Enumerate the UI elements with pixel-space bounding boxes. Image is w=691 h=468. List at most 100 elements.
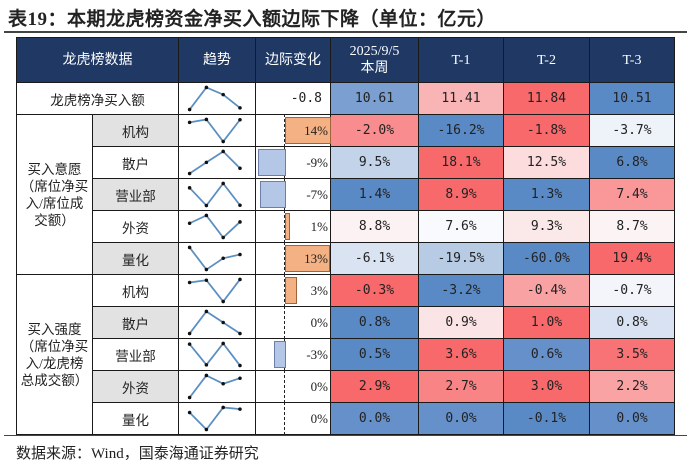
row-label: 机构 — [92, 274, 179, 307]
margin-cell: 0% — [255, 306, 331, 339]
sparkline-line — [188, 86, 241, 111]
margin-value: 14% — [304, 123, 328, 138]
zero-line — [284, 402, 285, 435]
sparkline-point — [238, 166, 242, 171]
sparkline-line — [188, 310, 241, 335]
sparkline-point — [204, 363, 209, 367]
trend-cell — [178, 274, 256, 307]
sparkline-point — [238, 363, 242, 368]
sparkline-point — [187, 342, 192, 346]
margin-value: 0% — [310, 315, 328, 330]
sparkline-chart — [187, 213, 242, 240]
sparkline-line — [188, 374, 241, 399]
margin-bar-positive — [285, 277, 297, 304]
value-cell: 0.9% — [418, 306, 504, 339]
value-cell: -1.8% — [503, 114, 590, 147]
sparkline-chart — [187, 149, 242, 176]
value-cell: 7.6% — [418, 210, 504, 243]
sparkline-point — [187, 395, 192, 400]
row-label: 营业部 — [92, 338, 179, 371]
value-cell: -0.1% — [503, 402, 590, 435]
header-data: 龙虎榜数据 — [16, 37, 179, 83]
margin-cell: -9% — [255, 146, 331, 179]
sparkline-point — [238, 252, 242, 257]
margin-cell: 1% — [255, 210, 331, 243]
zero-line — [284, 306, 285, 339]
table-row: 散户 0% 0.8% 0.9% 1.0% 0.8% — [17, 306, 675, 339]
header-current: 2025/9/5 本周 — [330, 37, 419, 83]
trend-cell — [178, 178, 256, 211]
sparkline-point — [221, 92, 225, 97]
sparkline-point — [221, 235, 225, 240]
row-label: 外资 — [92, 370, 179, 403]
table-row: 买入强度（席位净买入/龙虎榜总成交额） 机构 3% -0.3% -3.2% -0.4%… — [16, 274, 675, 435]
trend-cell — [178, 210, 256, 243]
margin-value: 13% — [304, 251, 328, 266]
sparkline-point — [204, 278, 209, 282]
value-cell: 0.0% — [330, 402, 419, 435]
trend-cell — [178, 146, 256, 179]
sparkline-line — [188, 342, 241, 367]
trend-cell — [178, 338, 256, 371]
value-cell: -0.4% — [503, 274, 590, 307]
margin-cell: 0% — [255, 370, 331, 403]
zero-line — [284, 242, 285, 275]
margin-value: 0% — [310, 379, 328, 394]
value-cell: 9.3% — [503, 210, 590, 243]
trend-cell — [178, 402, 256, 435]
value-cell: 2.2% — [589, 370, 675, 403]
sparkline-point — [187, 120, 192, 125]
margin-bar-negative — [273, 341, 286, 368]
value-cell: 18.1% — [418, 146, 504, 179]
value-cell: -19.5% — [418, 242, 504, 275]
value-cell: 6.8% — [589, 146, 675, 179]
value-cell: 8.7% — [589, 210, 675, 243]
sparkline-point — [221, 405, 225, 410]
sparkline-point — [204, 203, 209, 208]
sparkline-point — [204, 373, 209, 378]
value-cell: 3.0% — [503, 370, 590, 403]
sparkline-point — [187, 221, 192, 226]
sparkline-chart — [187, 181, 242, 208]
table-row: 龙虎榜净买入额 -0.8 10.61 11.41 11.84 10.51 — [16, 82, 675, 115]
sparkline-point — [204, 267, 209, 272]
margin-bar-negative — [260, 181, 286, 208]
sparkline-line — [189, 150, 241, 175]
margin-value: 1% — [310, 219, 328, 234]
header-current-label: 本周 — [360, 61, 389, 76]
margin-value: -0.8 — [255, 82, 331, 115]
source-note: 数据来源：Wind，国泰海通证券研究 — [16, 446, 259, 462]
value-cell: -0.3% — [330, 274, 419, 307]
sparkline-chart — [187, 245, 242, 272]
value-cell: -3.2% — [418, 274, 504, 307]
sparkline-point — [238, 407, 242, 411]
sparkline-point — [221, 320, 225, 325]
sparkline-point — [221, 149, 225, 154]
value-cell: 3.5% — [589, 338, 675, 371]
sparkline-point — [221, 256, 225, 261]
sparkline-point — [187, 280, 192, 285]
sparkline-point — [221, 139, 225, 144]
value-cell: 0.8% — [330, 306, 419, 339]
sparkline-point — [238, 220, 242, 224]
margin-value: -3% — [306, 347, 328, 362]
sparkline-point — [204, 117, 209, 122]
trend-cell — [178, 370, 256, 403]
sparkline-chart — [187, 405, 242, 432]
top-rule — [4, 31, 687, 33]
margin-bar-positive — [285, 245, 330, 272]
sparkline-point — [221, 381, 225, 386]
value-cell: 3.6% — [418, 338, 504, 371]
row-label: 外资 — [92, 210, 179, 243]
margin-value: 0% — [310, 411, 328, 426]
value-cell: 7.4% — [589, 178, 675, 211]
sparkline-chart — [187, 373, 242, 400]
header-current-date: 2025/9/5 — [349, 44, 400, 59]
row-label: 营业部 — [92, 178, 179, 211]
sparkline-point — [204, 85, 209, 90]
margin-cell: 0% — [255, 402, 331, 435]
table-row: 外资 0% 2.9% 2.7% 3.0% 2.2% — [17, 370, 675, 403]
value-cell: -6.1% — [330, 242, 419, 275]
sparkline-chart — [187, 117, 242, 144]
sparkline-line — [188, 181, 241, 207]
